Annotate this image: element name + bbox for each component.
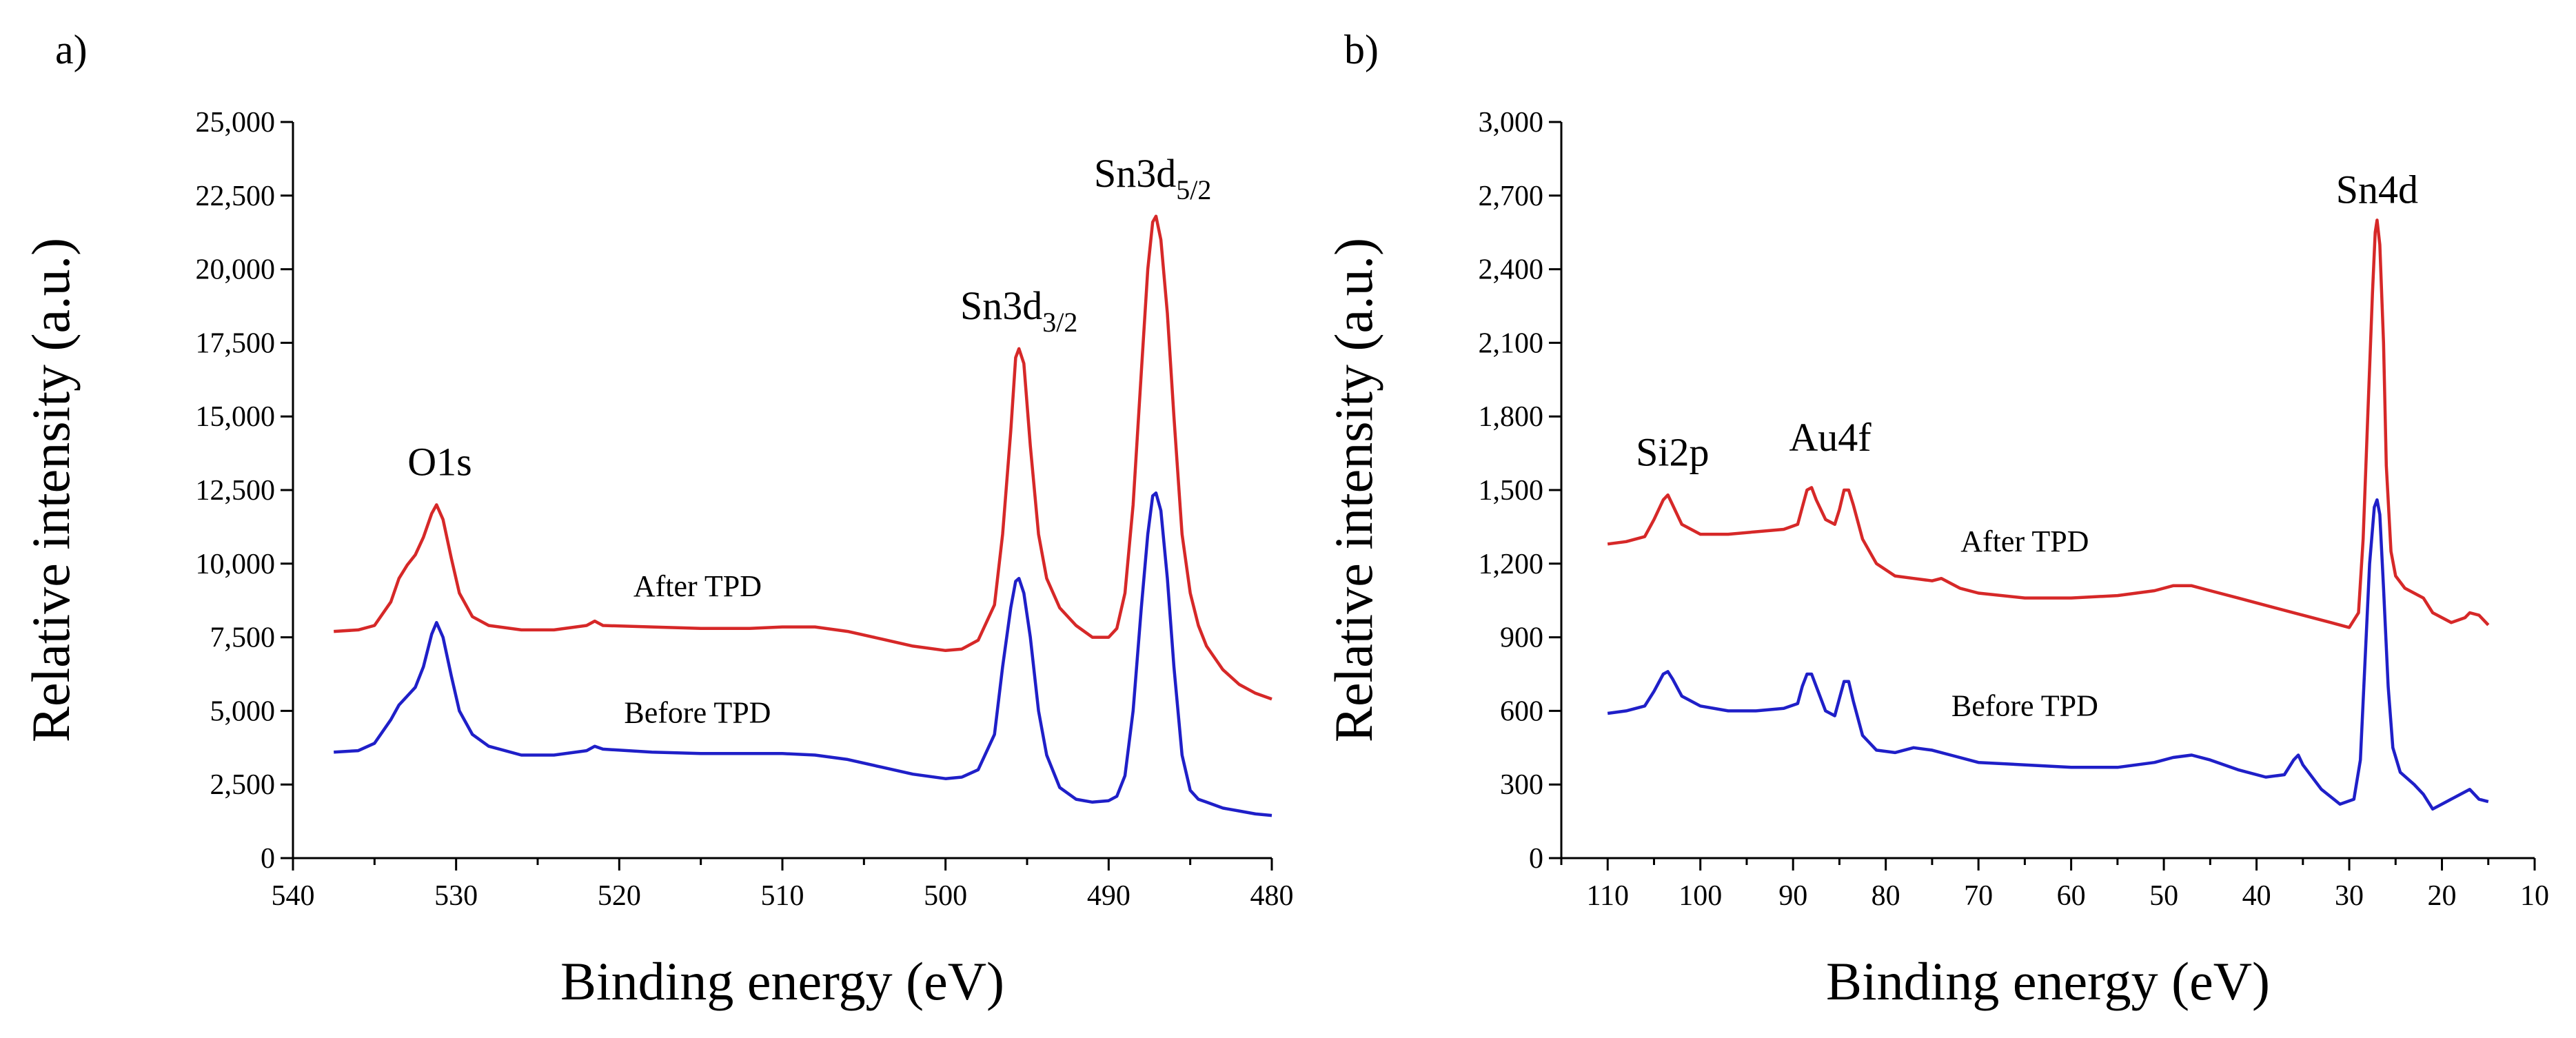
- y-tick-label: 25,000: [196, 107, 276, 139]
- y-tick-label: 900: [1500, 622, 1543, 654]
- y-tick-label: 3,000: [1479, 107, 1544, 139]
- series-label-after-tpd: After TPD: [1960, 525, 2089, 558]
- x-tick-label: 540: [272, 880, 315, 912]
- x-tick-label: 110: [1587, 880, 1629, 912]
- series-label-after-tpd: After TPD: [633, 569, 762, 603]
- y-tick-label: 0: [261, 843, 275, 875]
- y-tick-label: 1,200: [1479, 549, 1544, 580]
- series-label-before-tpd: Before TPD: [624, 695, 771, 729]
- peak-label-o1s: O1s: [407, 440, 471, 485]
- peak-label-text: Au4f: [1789, 415, 1872, 460]
- x-axis-title: Binding energy (eV): [560, 951, 1004, 1011]
- peak-label-text: Sn3d: [960, 283, 1042, 328]
- x-axis-title: Binding energy (eV): [1826, 951, 2270, 1011]
- peak-label-subscript: 5/2: [1176, 174, 1211, 205]
- peak-label-si2p: Si2p: [1636, 429, 1709, 474]
- y-tick-label: 300: [1500, 769, 1543, 801]
- y-tick-label: 1,500: [1479, 475, 1544, 507]
- y-tick-label: 2,700: [1479, 181, 1544, 212]
- peak-label-text: Sn4d: [2336, 167, 2418, 212]
- x-tick-label: 10: [2520, 880, 2549, 912]
- x-tick-label: 530: [434, 880, 478, 912]
- y-tick-label: 15,000: [196, 401, 276, 433]
- x-tick-label: 480: [1250, 880, 1294, 912]
- y-axis-title: Relative intensity (a.u.): [1324, 238, 1383, 742]
- panel-label: b): [1344, 27, 1379, 72]
- y-tick-label: 1,800: [1479, 401, 1544, 433]
- y-tick-label: 5,000: [210, 695, 276, 727]
- series-line-after-tpd: [334, 214, 1272, 701]
- y-tick-label: 0: [1529, 843, 1543, 875]
- panel-label: a): [55, 27, 88, 72]
- y-tick-label: 2,500: [210, 769, 276, 801]
- y-tick-label: 17,500: [196, 327, 276, 359]
- y-tick-label: 10,000: [196, 549, 276, 580]
- y-tick-label: 7,500: [210, 622, 276, 654]
- y-tick-label: 12,500: [196, 475, 276, 507]
- x-tick-label: 80: [1872, 880, 1900, 912]
- y-tick-label: 2,400: [1479, 254, 1544, 286]
- series-label-before-tpd: Before TPD: [1951, 689, 2098, 723]
- panel-a: 0 2,500 5,000 7,500 10,000 12,500 15,000 17,500…: [21, 27, 1294, 1011]
- peak-label-text: O1s: [407, 440, 471, 485]
- series-line-before-tpd: [334, 491, 1272, 817]
- x-tick-label: 60: [2057, 880, 2086, 912]
- peak-label-text: Sn3d: [1094, 151, 1176, 196]
- x-tick-label: 70: [1964, 880, 1993, 912]
- peak-label-sn3d52: Sn3d5/2: [1094, 151, 1211, 205]
- series-line-before-tpd: [1607, 498, 2489, 811]
- peak-label-subscript: 3/2: [1042, 307, 1077, 338]
- x-tick-label: 490: [1087, 880, 1130, 912]
- series-line-after-tpd: [1607, 218, 2490, 629]
- x-tick-label: 20: [2428, 880, 2457, 912]
- x-tick-label: 100: [1679, 880, 1722, 912]
- peak-label-sn3d32: Sn3d3/2: [960, 283, 1077, 338]
- y-tick-label: 20,000: [196, 254, 276, 286]
- x-tick-label: 520: [598, 880, 641, 912]
- y-tick-label: 22,500: [196, 181, 276, 212]
- y-tick-label: 2,100: [1479, 327, 1544, 359]
- x-tick-label: 90: [1778, 880, 1807, 912]
- x-tick-label: 30: [2335, 880, 2364, 912]
- peak-label-text: Si2p: [1636, 429, 1709, 474]
- peak-label-sn4d: Sn4d: [2336, 167, 2418, 212]
- x-tick-label: 40: [2242, 880, 2271, 912]
- panel-b: 0 300 600 900 1,200 1,500 1,800 2,100 2,400 2,700…: [1324, 27, 2549, 1011]
- x-tick-label: 510: [761, 880, 804, 912]
- x-tick-label: 500: [924, 880, 967, 912]
- x-tick-label: 50: [2149, 880, 2178, 912]
- y-tick-label: 600: [1500, 695, 1543, 727]
- peak-label-au4f: Au4f: [1789, 415, 1872, 460]
- y-axis-title: Relative intensity (a.u.): [21, 238, 81, 742]
